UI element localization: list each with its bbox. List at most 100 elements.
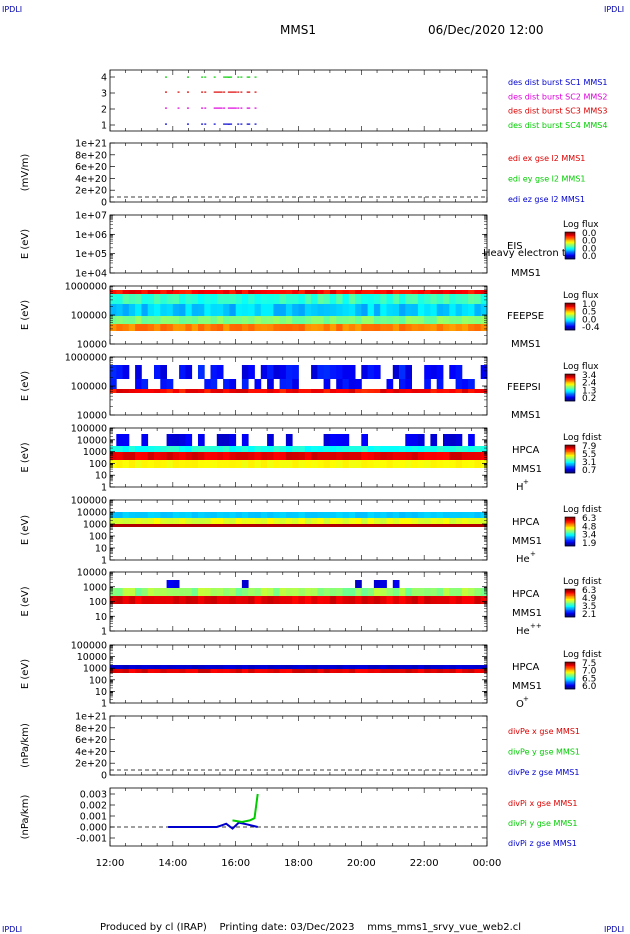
hpca-o-spectrogram-cell [216, 669, 224, 673]
hpca-he-spectrogram-cell [235, 518, 243, 524]
hpca-he2-spectrogram-cell [191, 596, 199, 604]
x-tick-label: 14:00 [158, 858, 187, 869]
feepse-spectrogram-cell [267, 290, 274, 294]
hpca-he-spectrogram-cell [342, 524, 350, 527]
feepse-spectrogram-cell [468, 290, 475, 294]
feepsi-spectrogram-cell [348, 379, 356, 389]
hpca-h-spectrogram-cell [317, 460, 325, 468]
hpca-h-spectrogram-cell [386, 460, 394, 468]
feepse-spectrogram-cell [336, 304, 343, 316]
hpca-he-spectrogram-cell [116, 524, 123, 527]
hpca-o-spectrogram-cell [147, 669, 155, 673]
hpca-he-spectrogram-cell [254, 512, 262, 518]
hpca-he-spectrogram-y-axis-label: E (eV) [20, 515, 31, 545]
hpca-he-spectrogram-cell [361, 512, 368, 518]
hpca-h-spectrogram-cell [279, 446, 287, 452]
hpca-h-spectrogram-cell [317, 446, 325, 452]
feepse-spectrogram-colorbar-value: 0.5 [582, 308, 596, 318]
feepse-spectrogram-cell [198, 294, 205, 304]
hpca-he2-spectrogram-cell [355, 588, 362, 596]
hpca-he-spectrogram-cell [367, 518, 375, 524]
feepse-spectrogram-cell [348, 316, 356, 324]
feepse-spectrogram-cell [449, 290, 456, 294]
hpca-h-spectrogram-cell [198, 452, 205, 460]
hpca-o-spectrogram-y-tick-label: 100000 [71, 641, 107, 652]
hpca-he2-spectrogram-cell [241, 596, 249, 604]
hpca-o-spectrogram-cell [323, 669, 331, 673]
hpca-he-spectrogram-cell [160, 518, 167, 524]
feepse-spectrogram-cell [254, 316, 262, 324]
feepse-spectrogram-cell [468, 316, 475, 324]
hpca-o-spectrogram-cell [430, 665, 438, 669]
feepse-spectrogram-spacecraft-label: MMS1 [511, 339, 541, 350]
burst-mark [186, 107, 189, 109]
burst-mark [201, 123, 204, 125]
hpca-he-spectrogram-cell [147, 512, 155, 518]
feepse-spectrogram-cell [154, 294, 161, 304]
feepse-spectrogram-cell [128, 316, 136, 324]
hpca-o-spectrogram-cell [380, 665, 387, 669]
feepsi-spectrogram-cell [191, 389, 199, 393]
hpca-h-spectrogram-cell [254, 452, 262, 460]
feepse-spectrogram-cell [122, 316, 130, 324]
hpca-he2-spectrogram-cell [160, 596, 167, 604]
figure-title: MMS1 [280, 23, 316, 37]
hpca-h-spectrogram-cell [304, 452, 312, 460]
feepsi-spectrogram-cell [267, 389, 274, 393]
hpca-he-spectrogram-cell [267, 524, 274, 527]
hpca-he2-spectrogram-cell [179, 588, 186, 596]
hpca-o-spectrogram-colorbar-title: Log fdist [563, 650, 602, 660]
burst-mark [240, 76, 243, 78]
feepse-spectrogram-cell [443, 324, 450, 331]
burst-mark [227, 123, 230, 125]
feepse-spectrogram-cell [417, 304, 425, 316]
feepse-spectrogram-cell [216, 304, 224, 316]
feepsi-spectrogram-cell [154, 365, 161, 379]
feepsi-spectrogram-cell [223, 379, 230, 389]
hpca-he-spectrogram-cell [304, 512, 312, 518]
feepse-spectrogram-cell [436, 304, 444, 316]
hpca-he-spectrogram-cell [298, 512, 306, 518]
hpca-h-spectrogram-cell [298, 460, 306, 468]
hpca-he2-spectrogram-cell [399, 588, 406, 596]
hpca-h-spectrogram-colorbar-value: 5.5 [582, 450, 596, 460]
feepsi-spectrogram-cell [430, 389, 438, 393]
feepse-spectrogram-cell [110, 316, 117, 324]
hpca-o-spectrogram-cell [154, 665, 161, 669]
feepse-spectrogram-cell [191, 316, 199, 324]
hpca-h-spectrogram-y-axis-label: E (eV) [20, 442, 31, 472]
hpca-he-spectrogram-y-tick-label: 1000 [83, 520, 107, 531]
feepse-spectrogram-instrument-label: FEEPSE [507, 311, 544, 322]
feepse-spectrogram-cell [392, 304, 400, 316]
feepsi-spectrogram-colorbar-cell [565, 374, 575, 376]
hpca-he-spectrogram-cell [135, 512, 142, 518]
feepsi-spectrogram-cell [260, 365, 268, 379]
feepse-spectrogram-cell [267, 324, 274, 331]
hpca-he-spectrogram-cell [468, 524, 475, 527]
hpca-o-spectrogram-colorbar-frame [564, 661, 576, 690]
hpca-he-spectrogram-cell [380, 512, 387, 518]
feepse-spectrogram-cell [430, 316, 438, 324]
hpca-h-spectrogram-cell [229, 434, 237, 446]
burst-availability-y-tick-label: 4 [101, 73, 107, 84]
feepsi-spectrogram-cell [399, 389, 406, 393]
feepsi-spectrogram-cell [336, 379, 343, 389]
hpca-h-spectrogram-cell [160, 460, 167, 468]
hpca-h-spectrogram-cell [455, 452, 463, 460]
feepse-spectrogram-cell [191, 304, 199, 316]
feepse-spectrogram-colorbar-cell [565, 320, 575, 323]
feepse-spectrogram-cell [361, 316, 368, 324]
feepse-spectrogram-cell [154, 304, 161, 316]
hpca-o-spectrogram-cell [172, 669, 180, 673]
hpca-he2-spectrogram-cell [235, 596, 243, 604]
feepse-spectrogram-cell [279, 324, 287, 331]
hpca-he-spectrogram-cell [216, 524, 224, 527]
eis-spectrogram-colorbar-cell [565, 236, 575, 238]
eis-spectrogram-instrument-label: EIS [507, 241, 523, 252]
eis-spectrogram-colorbar-cell [565, 232, 575, 234]
hpca-h-spectrogram-cell [361, 446, 368, 452]
hpca-he2-spectrogram-cell [229, 596, 237, 604]
hpca-o-spectrogram-cell [191, 665, 199, 669]
hpca-o-spectrogram-cell [380, 669, 387, 673]
hpca-he-spectrogram-cell [235, 512, 243, 518]
